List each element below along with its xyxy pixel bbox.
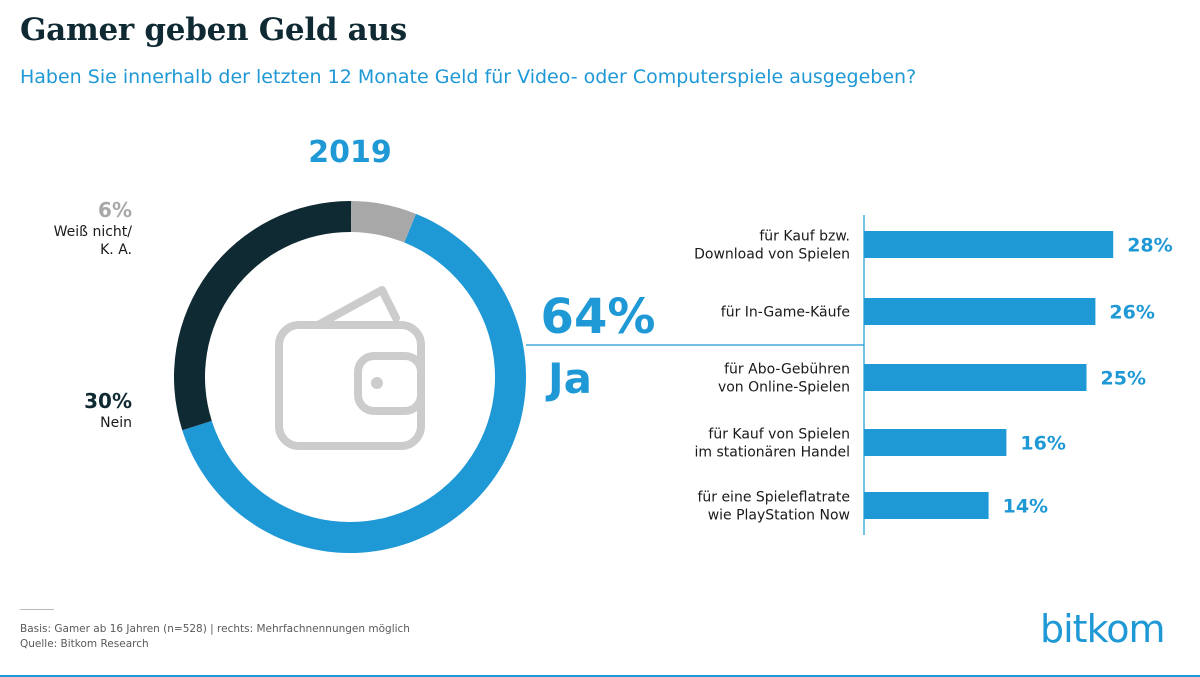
wallet-flap [314,286,400,329]
bottom-divider [0,675,1200,677]
label-nein-name: Nein [100,415,132,431]
bar-abo-label: für Abo-Gebühren von Online-Spielen [718,362,850,396]
wallet-button [371,377,383,389]
label-nein-percent: 30% [84,389,132,413]
bar-flatrate-value: 14% [1003,496,1048,518]
bitkom-logo: bitkom [1040,607,1165,651]
bar-kauf-download-label: für Kauf bzw. Download von Spielen [694,229,850,263]
bar-flatrate-label: für eine Spieleflatrate wie PlayStation N… [697,490,850,524]
bar-stationaer-value: 16% [1020,433,1065,455]
bar-abo-value: 25% [1101,368,1146,390]
donut-slice-nein [174,200,352,431]
bar-kauf-download-value: 28% [1127,235,1172,257]
footer: Basis: Gamer ab 16 Jahren (n=528) | rech… [20,622,410,652]
bar-abo [864,364,1087,391]
donut-slice-weiss-nicht [351,201,416,243]
page-title: Gamer geben Geld aus [20,12,407,48]
wallet-clasp [354,352,425,415]
footer-source: Quelle: Bitkom Research [20,638,149,650]
wallet-icon [275,286,425,450]
bar-kauf-download [864,231,1114,258]
label-weiss-percent: 6% [98,198,132,222]
bar-stationaer-label: für Kauf von Spielen im stationären Hande… [695,427,851,461]
donut-title: 2019 [308,135,392,170]
footer-divider [20,609,54,610]
label-ja-name: Ja [545,354,592,403]
label-ja-percent: 64% [541,289,656,345]
bar-flatrate [864,492,989,519]
page-subtitle: Haben Sie innerhalb der letzten 12 Monat… [20,66,917,88]
bar-in-game [864,298,1096,325]
bar-in-game-value: 26% [1109,302,1154,324]
label-weiss-name: Weiß nicht/K. A. [54,224,133,258]
wallet-body [275,321,425,450]
bar-stationaer [864,429,1007,456]
footer-basis: Basis: Gamer ab 16 Jahren (n=528) | rech… [20,623,410,635]
bar-in-game-label: für In-Game-Käufe [721,305,850,321]
